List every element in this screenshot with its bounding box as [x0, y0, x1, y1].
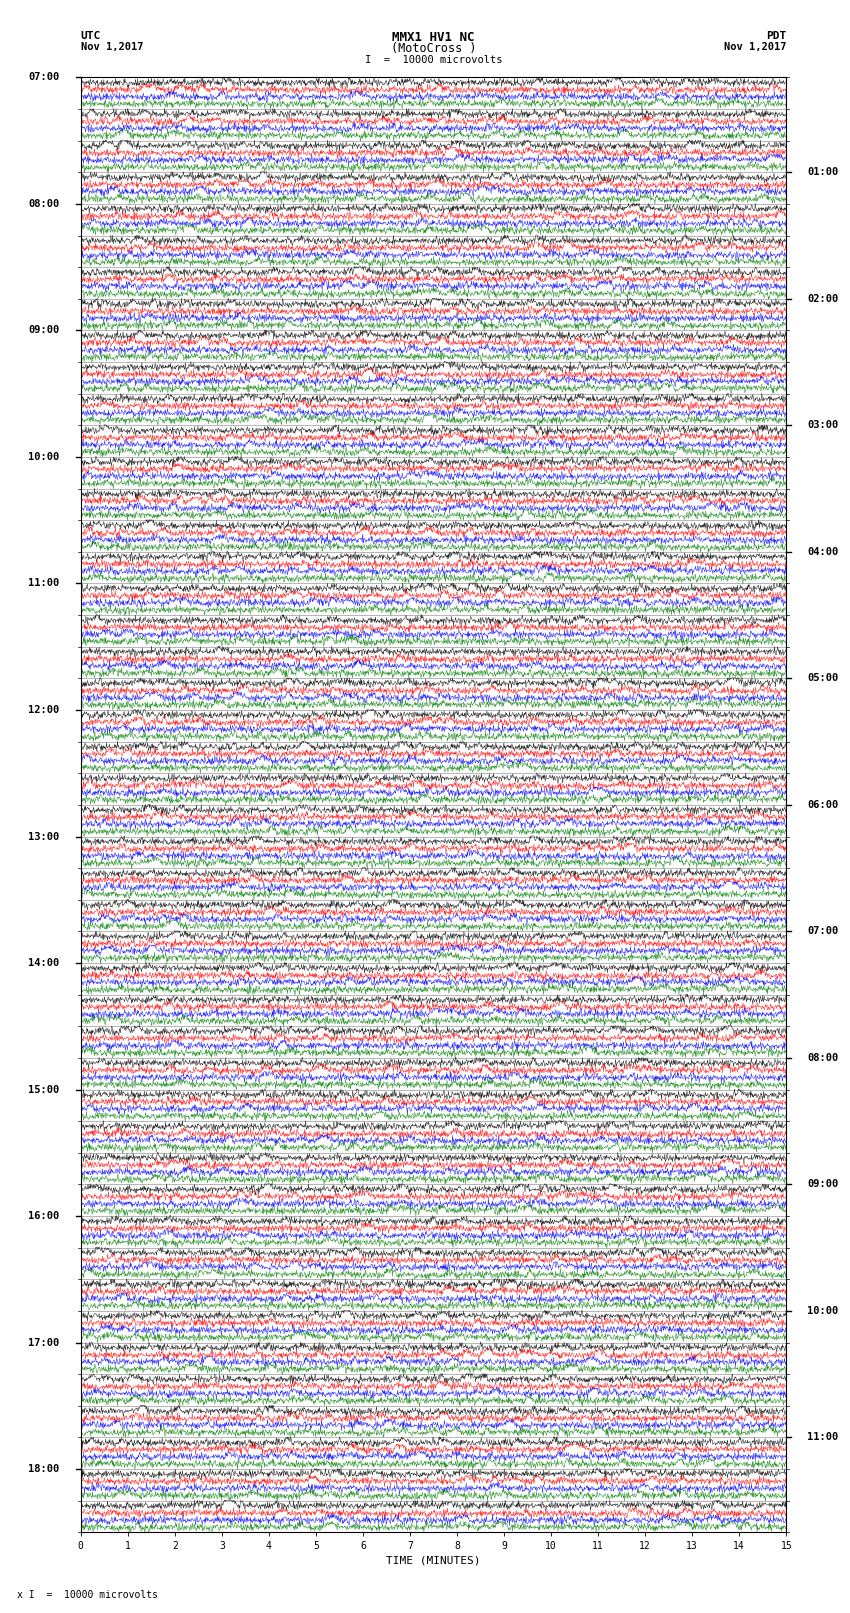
Text: 13:00: 13:00	[28, 832, 60, 842]
Text: 04:00: 04:00	[808, 547, 839, 556]
Text: 03:00: 03:00	[808, 421, 839, 431]
Text: 12:00: 12:00	[28, 705, 60, 715]
Text: PDT: PDT	[766, 31, 786, 40]
Text: 15:00: 15:00	[28, 1084, 60, 1095]
Text: Nov 1,2017: Nov 1,2017	[81, 42, 144, 52]
Text: 07:00: 07:00	[808, 926, 839, 937]
Text: 10:00: 10:00	[808, 1307, 839, 1316]
Text: 09:00: 09:00	[808, 1179, 839, 1189]
Text: x I  =  10000 microvolts: x I = 10000 microvolts	[17, 1590, 158, 1600]
Text: 17:00: 17:00	[28, 1337, 60, 1347]
Text: I  =  10000 microvolts: I = 10000 microvolts	[365, 55, 502, 65]
Text: 06:00: 06:00	[808, 800, 839, 810]
Text: Nov 1,2017: Nov 1,2017	[723, 42, 786, 52]
Text: 18:00: 18:00	[28, 1465, 60, 1474]
Text: MMX1 HV1 NC: MMX1 HV1 NC	[392, 31, 475, 44]
Text: 05:00: 05:00	[808, 673, 839, 684]
X-axis label: TIME (MINUTES): TIME (MINUTES)	[386, 1555, 481, 1566]
Text: 08:00: 08:00	[808, 1053, 839, 1063]
Text: UTC: UTC	[81, 31, 101, 40]
Text: 01:00: 01:00	[808, 168, 839, 177]
Text: 02:00: 02:00	[808, 294, 839, 303]
Text: 10:00: 10:00	[28, 452, 60, 461]
Text: (MotoCross ): (MotoCross )	[391, 42, 476, 55]
Text: 11:00: 11:00	[808, 1432, 839, 1442]
Text: 07:00: 07:00	[28, 73, 60, 82]
Text: 14:00: 14:00	[28, 958, 60, 968]
Text: 11:00: 11:00	[28, 579, 60, 589]
Text: 16:00: 16:00	[28, 1211, 60, 1221]
Text: 08:00: 08:00	[28, 198, 60, 210]
Text: 09:00: 09:00	[28, 326, 60, 336]
